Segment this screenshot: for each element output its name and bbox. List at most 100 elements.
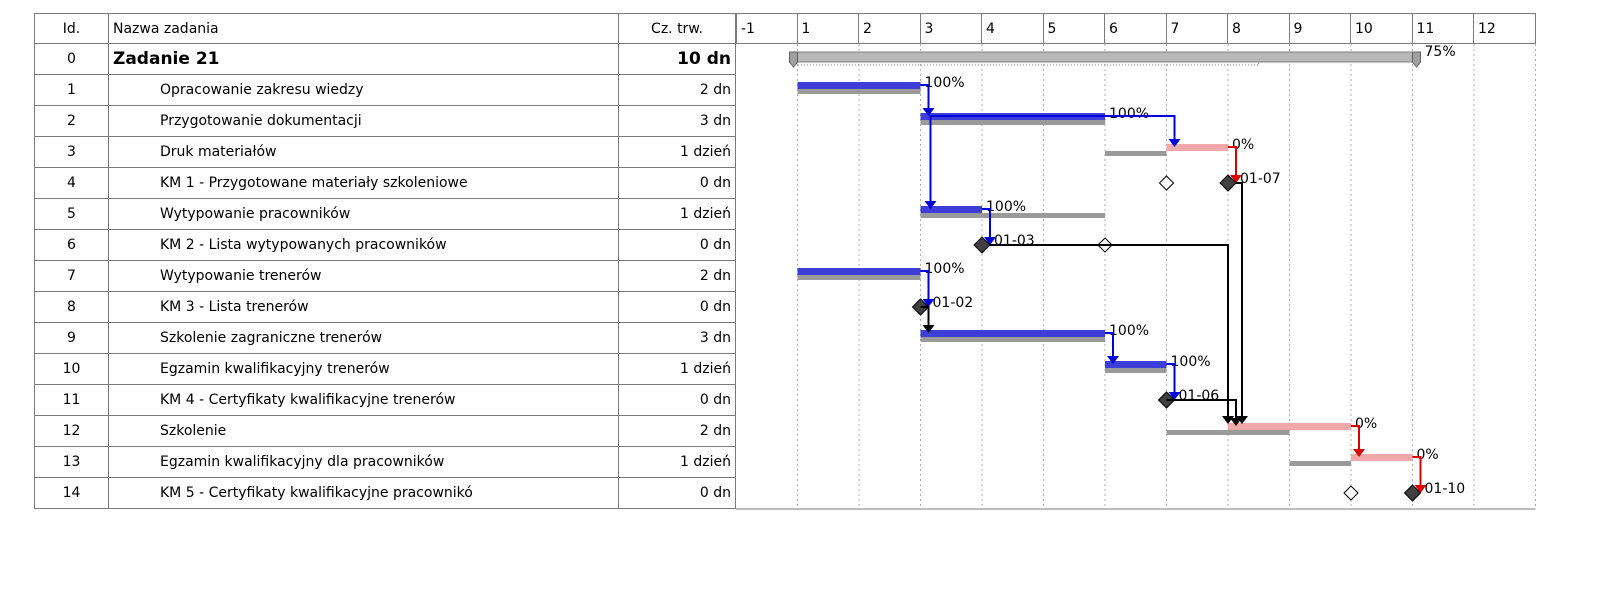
table-row[interactable]: 13 Egzamin kwalifikacyjny dla pracowników…	[34, 447, 736, 478]
task-name-cell[interactable]: Egzamin kwalifikacyjny trenerów	[109, 354, 619, 385]
task-duration-cell[interactable]: 1 dzień	[619, 137, 736, 168]
task-id-cell[interactable]: 3	[34, 137, 109, 168]
table-row[interactable]: 2 Przygotowanie dokumentacji 3 dn	[34, 106, 736, 137]
task-progress-label: 0%	[1417, 447, 1439, 463]
table-row[interactable]: 14 KM 5 - Certyfikaty kwalifikacyjne prac…	[34, 478, 736, 509]
task-bar	[1105, 361, 1167, 368]
table-row[interactable]: 7 Wytypowanie trenerów 2 dn	[34, 261, 736, 292]
link-arrowhead	[922, 108, 935, 116]
table-row[interactable]: 10 Egzamin kwalifikacyjny trenerów 1 dzień	[34, 354, 736, 385]
dependency-link	[920, 84, 930, 110]
timescale-day: 2	[859, 13, 921, 44]
baseline-bar	[920, 213, 1105, 218]
dependency-link	[1105, 115, 1176, 141]
task-name-cell[interactable]: Wytypowanie trenerów	[109, 261, 619, 292]
link-arrowhead	[1168, 139, 1181, 147]
link-arrowhead	[1168, 392, 1181, 400]
link-arrowhead	[1107, 356, 1119, 364]
task-name-cell[interactable]: Opracowanie zakresu wiedzy	[109, 75, 619, 106]
table-row[interactable]: 6 KM 2 - Lista wytypowanych pracowników 0 …	[34, 230, 736, 261]
task-bar	[797, 82, 921, 89]
table-row[interactable]: 1 Opracowanie zakresu wiedzy 2 dn	[34, 75, 736, 106]
task-id-cell[interactable]: 11	[34, 385, 109, 416]
dependency-link	[1412, 456, 1422, 487]
table-row[interactable]: 9 Szkolenie zagraniczne trenerów 3 dn	[34, 323, 736, 354]
baseline-bar	[1289, 461, 1351, 466]
task-duration-cell[interactable]: 0 dn	[619, 478, 736, 509]
table-row[interactable]: 3 Druk materiałów 1 dzień	[34, 137, 736, 168]
link-arrowhead	[922, 325, 935, 333]
dependency-link	[1351, 425, 1360, 451]
milestone-date-label: 01-10	[1425, 481, 1466, 497]
summary-end-cap	[1412, 51, 1421, 68]
baseline-bar	[920, 337, 1105, 342]
header-duration[interactable]: Cz. trw.	[619, 13, 736, 44]
task-name-cell[interactable]: KM 3 - Lista trenerów	[109, 292, 619, 323]
task-id-cell[interactable]: 10	[34, 354, 109, 385]
table-row[interactable]: 0 Zadanie 21 10 dn	[34, 44, 736, 75]
milestone-date-label: 01-07	[1240, 171, 1281, 187]
task-name-cell[interactable]: KM 2 - Lista wytypowanych pracowników	[109, 230, 619, 261]
task-name-cell[interactable]: Przygotowanie dokumentacji	[109, 106, 619, 137]
link-arrowhead	[1230, 418, 1242, 426]
task-id-cell[interactable]: 4	[34, 168, 109, 199]
task-name-cell[interactable]: KM 4 - Certyfikaty kwalifikacyjne trener…	[109, 385, 619, 416]
link-arrowhead	[1353, 449, 1365, 457]
milestone-date-label: 01-02	[933, 295, 974, 311]
summary-start-cap	[789, 51, 798, 68]
timescale-day: 5	[1043, 13, 1105, 44]
task-id-cell[interactable]: 12	[34, 416, 109, 447]
summary-progress-ticks	[797, 61, 1260, 66]
task-id-cell[interactable]: 7	[34, 261, 109, 292]
task-id-cell[interactable]: 1	[34, 75, 109, 106]
task-duration-cell[interactable]: 0 dn	[619, 168, 736, 199]
baseline-bar	[920, 120, 1105, 125]
task-id-cell[interactable]: 0	[34, 44, 109, 75]
task-duration-cell[interactable]: 1 dzień	[619, 354, 736, 385]
task-name-cell[interactable]: Egzamin kwalifikacyjny dla pracowników	[109, 447, 619, 478]
task-duration-cell[interactable]: 0 dn	[619, 385, 736, 416]
task-duration-cell[interactable]: 2 dn	[619, 261, 736, 292]
task-id-cell[interactable]: 5	[34, 199, 109, 230]
task-duration-cell[interactable]: 1 dzień	[619, 199, 736, 230]
table-row[interactable]: 12 Szkolenie 2 dn	[34, 416, 736, 447]
task-duration-cell[interactable]: 1 dzień	[619, 447, 736, 478]
task-id-cell[interactable]: 6	[34, 230, 109, 261]
baseline-bar	[1105, 151, 1167, 156]
table-row[interactable]: 11 KM 4 - Certyfikaty kwalifikacyjne tren…	[34, 385, 736, 416]
task-progress-label: 100%	[986, 199, 1026, 215]
task-id-cell[interactable]: 13	[34, 447, 109, 478]
task-duration-cell[interactable]: 2 dn	[619, 75, 736, 106]
dependency-link	[990, 244, 1229, 418]
table-row[interactable]: 5 Wytypowanie pracowników 1 dzień	[34, 199, 736, 230]
task-duration-cell[interactable]: 3 dn	[619, 106, 736, 137]
task-id-cell[interactable]: 9	[34, 323, 109, 354]
task-duration-cell[interactable]: 0 dn	[619, 292, 736, 323]
task-duration-cell[interactable]: 2 dn	[619, 416, 736, 447]
task-progress-label: 100%	[1171, 354, 1211, 370]
summary-progress-label: 75%	[1425, 44, 1456, 60]
timescale-day: 6	[1105, 13, 1167, 44]
timescale-day: 10	[1351, 13, 1413, 44]
task-duration-cell[interactable]: 0 dn	[619, 230, 736, 261]
task-duration-cell[interactable]: 10 dn	[619, 44, 736, 75]
task-name-cell[interactable]: Zadanie 21	[109, 44, 619, 75]
task-progress-label: 100%	[925, 261, 965, 277]
task-name-cell[interactable]: Druk materiałów	[109, 137, 619, 168]
task-duration-cell[interactable]: 3 dn	[619, 323, 736, 354]
header-id[interactable]: Id.	[34, 13, 109, 44]
task-id-cell[interactable]: 14	[34, 478, 109, 509]
baseline-milestone-marker	[1343, 485, 1359, 501]
table-row[interactable]: 4 KM 1 - Przygotowane materiały szkolenio…	[34, 168, 736, 199]
task-id-cell[interactable]: 2	[34, 106, 109, 137]
table-row[interactable]: 8 KM 3 - Lista trenerów 0 dn	[34, 292, 736, 323]
task-name-cell[interactable]: Szkolenie	[109, 416, 619, 447]
link-arrowhead	[1230, 175, 1242, 183]
task-name-cell[interactable]: Wytypowanie pracowników	[109, 199, 619, 230]
header-name[interactable]: Nazwa zadania	[109, 13, 619, 44]
task-name-cell[interactable]: Szkolenie zagraniczne trenerów	[109, 323, 619, 354]
task-name-cell[interactable]: KM 1 - Przygotowane materiały szkoleniow…	[109, 168, 619, 199]
task-name-cell[interactable]: KM 5 - Certyfikaty kwalifikacyjne pracow…	[109, 478, 619, 509]
task-id-cell[interactable]: 8	[34, 292, 109, 323]
